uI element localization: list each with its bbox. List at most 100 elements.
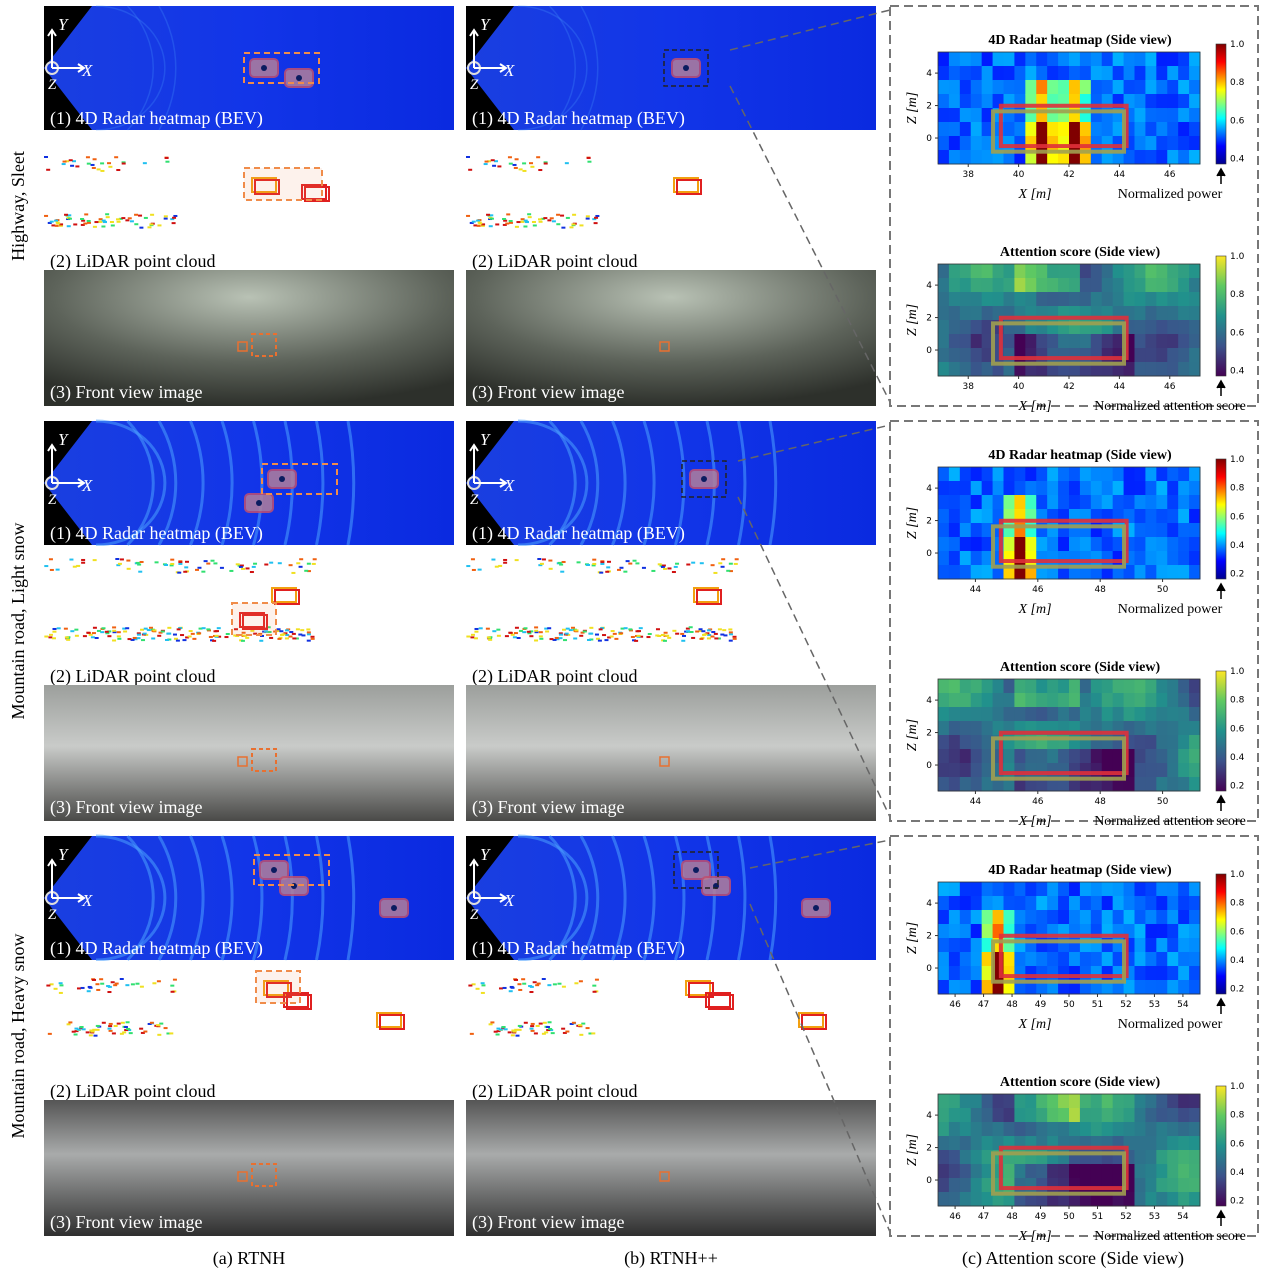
lidar-point [167, 633, 171, 635]
heatmap-cell [1080, 495, 1091, 510]
lidar-point [562, 986, 566, 988]
axis-glyph: Y [58, 430, 69, 449]
heatmap-cell [949, 938, 960, 953]
heatmap-cell [960, 1108, 971, 1123]
lidar-point [735, 558, 739, 560]
heatmap-cell [1004, 763, 1015, 778]
heatmap-cell [1156, 763, 1167, 778]
lidar-point [182, 639, 186, 641]
lidar-point [83, 635, 87, 637]
lidar-point [492, 630, 496, 632]
y-axis-label: Z [m] [905, 719, 920, 751]
lidar-point [112, 1032, 116, 1034]
heatmap-cell [1124, 1122, 1135, 1137]
heatmap-cell [1004, 1108, 1015, 1123]
heatmap-cell [1058, 122, 1069, 137]
heatmap-cell [1135, 952, 1146, 967]
heatmap-cell [1091, 334, 1102, 349]
lidar-point [76, 565, 80, 567]
lidar-point [164, 215, 168, 217]
heatmap-cell [1167, 565, 1178, 580]
lidar-point [65, 636, 69, 638]
lidar-point [143, 162, 147, 164]
heatmap-cell [1058, 334, 1069, 349]
heatmap-cell [949, 1150, 960, 1165]
heatmap-cell [1091, 1108, 1102, 1123]
heatmap-cell [1178, 467, 1189, 482]
heatmap-cell [1124, 693, 1135, 708]
x-tick-label: 49 [1035, 1212, 1047, 1222]
lidar-point [496, 1034, 500, 1036]
object-center [279, 476, 285, 482]
x-tick-label: 40 [1013, 170, 1025, 180]
lidar-point [486, 628, 490, 630]
heatmap-cell [1080, 966, 1091, 981]
heatmap-cell [1145, 763, 1156, 778]
heatmap-cell [938, 136, 949, 151]
lidar-point [149, 627, 153, 629]
lidar-point [600, 561, 604, 563]
heatmap-cell [1069, 467, 1080, 482]
heatmap-cell [1014, 1178, 1025, 1193]
heatmap-cell [1069, 292, 1080, 307]
lidar-point [285, 629, 289, 631]
heatmap-cell [1167, 763, 1178, 778]
heatmap-cell [1167, 1178, 1178, 1193]
lidar-point [178, 563, 182, 565]
heatmap-cell [938, 924, 949, 939]
heatmap-cell [971, 551, 982, 566]
heatmap-cell [1004, 467, 1015, 482]
heatmap-cell [1135, 292, 1146, 307]
axis-glyph: X [81, 61, 93, 80]
x-tick-label: 51 [1092, 1000, 1103, 1010]
axis-glyph: Y [480, 15, 491, 34]
lidar-point [549, 568, 553, 570]
lidar-point [472, 221, 476, 223]
heatmap-cell [1091, 264, 1102, 279]
heatmap-cell [1047, 80, 1058, 95]
lidar-point [562, 629, 566, 631]
heatmap-cell [971, 896, 982, 911]
lidar-point [54, 988, 58, 990]
colorbar-tick-label: 0.8 [1230, 290, 1245, 300]
heatmap-cell [1178, 150, 1189, 165]
heatmap-cell [949, 952, 960, 967]
colorbar-tick-label: 1.0 [1230, 870, 1245, 880]
row-label: Highway, Sleet [8, 151, 28, 261]
heatmap-cell [1014, 537, 1025, 552]
heatmap-cell [1080, 952, 1091, 967]
colorbar-tick-label: 0.4 [1230, 1168, 1245, 1178]
heatmap-cell [1014, 278, 1025, 293]
lidar-point [124, 1026, 128, 1028]
heatmap-cell [938, 693, 949, 708]
lidar-point [689, 626, 693, 628]
lidar-point [539, 631, 543, 633]
heatmap-cell [1156, 66, 1167, 81]
heatmap-cell [960, 1136, 971, 1151]
heatmap-cell [1178, 348, 1189, 363]
lidar-point [59, 992, 63, 994]
heatmap-cell [938, 1136, 949, 1151]
heatmap-cell [1145, 721, 1156, 736]
lidar-point [112, 639, 116, 641]
lidar-point [530, 166, 534, 168]
heatmap-cell [1091, 763, 1102, 778]
lidar-point [680, 633, 684, 635]
lidar-point [121, 1022, 125, 1024]
heatmap-cell [949, 495, 960, 510]
heatmap-cell [938, 721, 949, 736]
heatmap-cell [949, 565, 960, 580]
heatmap-cell [1025, 334, 1036, 349]
heatmap-cell [1102, 1178, 1113, 1193]
lidar-point [86, 156, 90, 158]
column-label: (a) RTNH [213, 1248, 285, 1269]
panel-caption: (3) Front view image [50, 382, 202, 403]
heatmap-cell [982, 52, 993, 67]
heatmap-cell [960, 896, 971, 911]
heatmap-cell [960, 334, 971, 349]
heatmap-cell [1178, 537, 1189, 552]
colorbar-tick-label: 0.4 [1230, 155, 1245, 165]
heatmap-cell [1014, 52, 1025, 67]
heatmap-cell [1145, 306, 1156, 321]
heatmap-cell [1167, 292, 1178, 307]
